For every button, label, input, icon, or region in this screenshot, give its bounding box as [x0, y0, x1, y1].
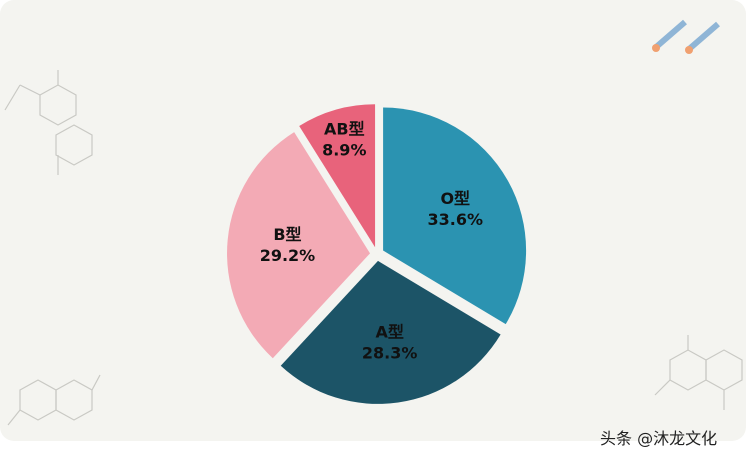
slice-value-label: 33.6% [428, 210, 484, 229]
pie-slice [227, 132, 371, 359]
pie-slice [280, 260, 501, 404]
slice-value-label: 8.9% [322, 141, 366, 160]
slice-category-label: B型 [273, 225, 301, 244]
slice-category-label: A型 [375, 323, 403, 342]
syringe-icons [652, 19, 720, 54]
pie-slice [299, 104, 376, 248]
slice-value-label: 28.3% [362, 344, 418, 363]
slice-category-label: O型 [440, 189, 470, 208]
slice-category-label: AB型 [324, 120, 365, 139]
molecule-decoration [4, 70, 743, 426]
pie-slice [383, 107, 527, 325]
slice-value-label: 29.2% [260, 246, 316, 265]
watermark: 头条 @沐龙文化 [600, 429, 717, 448]
